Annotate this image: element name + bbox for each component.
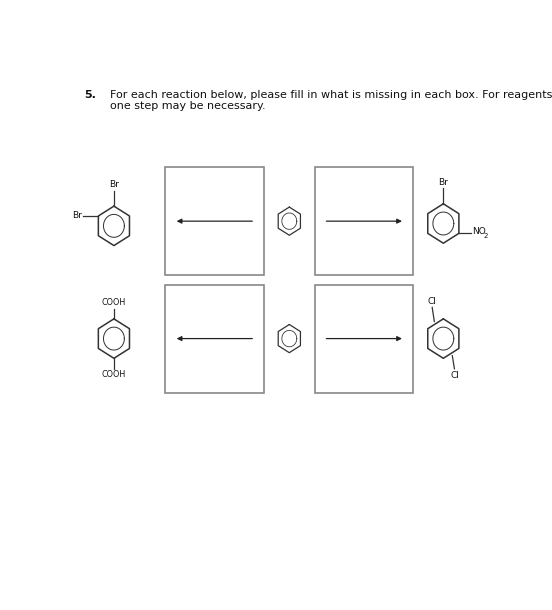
Bar	[315, 167, 413, 275]
Text: Br: Br	[438, 178, 448, 187]
Text: 5.: 5.	[84, 90, 96, 99]
Text: COOH: COOH	[102, 370, 126, 379]
Bar	[165, 285, 264, 393]
Bar	[315, 285, 413, 393]
Text: Br: Br	[109, 180, 119, 189]
Text: NO: NO	[472, 228, 485, 237]
Bar	[165, 167, 264, 275]
Text: 2: 2	[484, 233, 488, 239]
Text: Br: Br	[72, 212, 82, 220]
Text: Cl: Cl	[450, 371, 459, 379]
Text: Cl: Cl	[428, 297, 437, 306]
Text: COOH: COOH	[102, 298, 126, 307]
Text: For each reaction below, please fill in what is missing in each box. For reagent: For each reaction below, please fill in …	[110, 90, 552, 111]
